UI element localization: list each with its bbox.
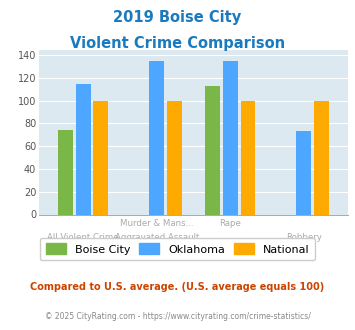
Bar — [167, 101, 182, 214]
Text: Rape: Rape — [219, 219, 241, 228]
Text: All Violent Crime: All Violent Crime — [47, 233, 119, 242]
Text: Murder & Mans...: Murder & Mans... — [120, 219, 193, 228]
Bar — [314, 101, 329, 214]
Text: Aggravated Assault: Aggravated Assault — [115, 233, 199, 242]
Bar — [241, 101, 255, 214]
Bar — [58, 130, 73, 214]
Text: © 2025 CityRating.com - https://www.cityrating.com/crime-statistics/: © 2025 CityRating.com - https://www.city… — [45, 312, 310, 321]
Legend: Boise City, Oklahoma, National: Boise City, Oklahoma, National — [40, 238, 315, 260]
Text: Robbery: Robbery — [286, 233, 322, 242]
Bar — [205, 86, 220, 214]
Text: Compared to U.S. average. (U.S. average equals 100): Compared to U.S. average. (U.S. average … — [31, 282, 324, 292]
Bar — [76, 83, 91, 214]
Text: 2019 Boise City: 2019 Boise City — [113, 10, 242, 25]
Bar — [223, 61, 237, 214]
Bar — [93, 101, 108, 214]
Bar — [296, 131, 311, 214]
Text: Violent Crime Comparison: Violent Crime Comparison — [70, 36, 285, 51]
Bar — [149, 61, 164, 214]
